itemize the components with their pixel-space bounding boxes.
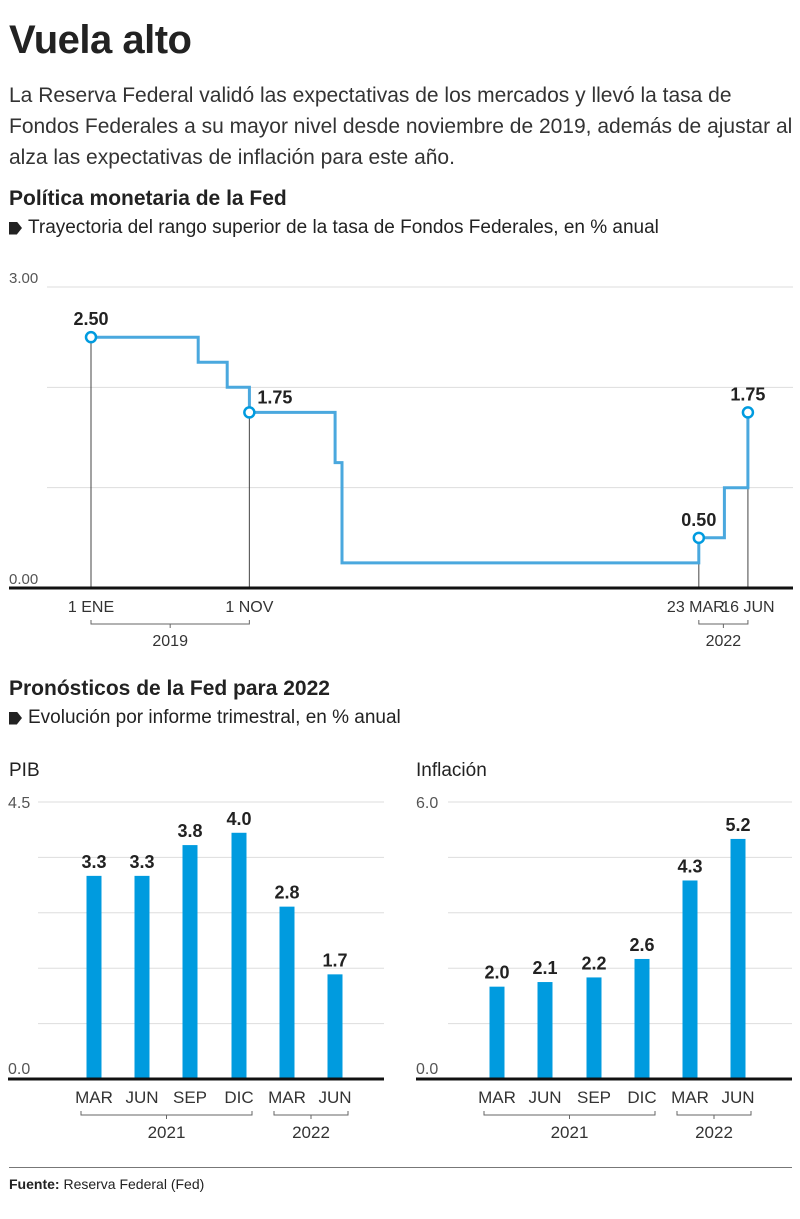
bar xyxy=(489,986,505,1079)
year-bracket xyxy=(273,1111,349,1119)
bar-value-label: 2.2 xyxy=(581,953,606,973)
x-tick-label: SEP xyxy=(577,1088,611,1107)
bar-value-label: 2.8 xyxy=(274,883,299,903)
bar-value-label: 3.3 xyxy=(129,852,154,872)
section-subtitle-monetary-policy: Trayectoria del rango superior de la tas… xyxy=(9,217,659,239)
year-label: 2021 xyxy=(148,1123,186,1142)
x-tick-label: JUN xyxy=(125,1088,158,1107)
data-point-marker xyxy=(84,330,98,344)
subtitle-text: Trayectoria del rango superior de la tas… xyxy=(28,217,659,238)
bar-value-label: 4.0 xyxy=(226,809,251,829)
bar xyxy=(682,880,698,1079)
pib-bar-chart: 4.5 0.0 3.3 MAR 3.3 JUN 3.8 SEP 4.0 DIC 2.8 MAR 1.7 J… xyxy=(8,795,384,1142)
data-label: 1.75 xyxy=(257,387,292,407)
source-label: Fuente: xyxy=(9,1176,60,1192)
bar-value-label: 5.2 xyxy=(725,815,750,835)
section-title-monetary-policy: Política monetaria de la Fed xyxy=(9,187,287,210)
year-label: 2022 xyxy=(292,1123,330,1142)
x-tick-label: MAR xyxy=(268,1088,306,1107)
year-bracket xyxy=(80,1111,253,1119)
inflation-chart-title: Inflación xyxy=(416,760,487,781)
pib-chart-title: PIB xyxy=(9,760,40,781)
x-tick-label: 1 NOV xyxy=(225,599,273,616)
footer-divider xyxy=(9,1167,792,1168)
year-label: 2019 xyxy=(152,633,188,650)
bar xyxy=(730,838,746,1079)
subtitle-text: Evolución por informe trimestral, en % a… xyxy=(28,707,401,728)
bar xyxy=(86,875,102,1079)
y-tick-label: 0.00 xyxy=(9,571,38,588)
data-point-marker xyxy=(243,406,256,419)
year-bracket xyxy=(698,620,749,628)
bar-value-label: 3.8 xyxy=(177,821,202,841)
section-title-forecasts: Pronósticos de la Fed para 2022 xyxy=(9,677,330,700)
bullet-icon xyxy=(9,221,22,235)
x-tick-label: 16 JUN xyxy=(721,599,774,616)
bar xyxy=(182,845,198,1079)
y-tick-label: 0.0 xyxy=(416,1061,438,1078)
data-point-marker xyxy=(692,531,706,545)
year-label: 2022 xyxy=(706,633,742,650)
y-tick-label: 3.00 xyxy=(9,270,38,287)
bar xyxy=(327,974,343,1079)
x-tick-label: MAR xyxy=(478,1088,516,1107)
x-tick-label: MAR xyxy=(671,1088,709,1107)
bar xyxy=(586,977,602,1079)
x-tick-label: 23 MAR xyxy=(667,599,725,616)
bar xyxy=(634,958,650,1079)
year-bracket xyxy=(90,620,250,628)
rate-series-line xyxy=(91,335,750,565)
bullet-icon xyxy=(9,711,22,725)
bar xyxy=(231,832,247,1079)
lede-paragraph: La Reserva Federal validó las expectativ… xyxy=(9,84,793,169)
year-bracket xyxy=(676,1111,752,1119)
data-label: 1.75 xyxy=(730,384,765,404)
year-label: 2022 xyxy=(695,1123,733,1142)
bar-value-label: 2.0 xyxy=(484,963,509,983)
x-tick-label: JUN xyxy=(721,1088,754,1107)
bar xyxy=(134,875,150,1079)
year-bracket xyxy=(483,1111,656,1119)
page-title: Vuela alto xyxy=(9,18,192,62)
bar xyxy=(279,906,295,1079)
x-tick-label: MAR xyxy=(75,1088,113,1107)
x-tick-label: JUN xyxy=(318,1088,351,1107)
fed-rate-step-chart: 3.00 0.00 2.50 1 ENE 1.75 1 NOV 0.50 23 MAR 1.75… xyxy=(9,270,793,650)
inflation-bar-chart: 6.0 0.0 2.0 MAR 2.1 JUN 2.2 SEP 2.6 DIC 4.3 MAR 5.2 J… xyxy=(416,795,792,1142)
bar-value-label: 4.3 xyxy=(677,856,702,876)
x-tick-label: DIC xyxy=(224,1088,253,1107)
bar-value-label: 2.6 xyxy=(629,935,654,955)
data-label: 0.50 xyxy=(681,510,716,530)
source-text: Reserva Federal (Fed) xyxy=(63,1176,205,1192)
year-label: 2021 xyxy=(551,1123,589,1142)
x-tick-label: SEP xyxy=(173,1088,207,1107)
x-tick-label: JUN xyxy=(528,1088,561,1107)
data-label: 2.50 xyxy=(73,309,108,329)
section-subtitle-forecasts: Evolución por informe trimestral, en % a… xyxy=(9,707,401,729)
bar-value-label: 3.3 xyxy=(81,852,106,872)
bar xyxy=(537,982,553,1079)
bar-value-label: 2.1 xyxy=(532,958,557,978)
data-point-marker xyxy=(741,406,755,419)
source-note: Fuente: Reserva Federal (Fed) xyxy=(9,1176,204,1192)
x-tick-label: 1 ENE xyxy=(68,599,114,616)
y-tick-label: 6.0 xyxy=(416,795,438,812)
y-tick-label: 4.5 xyxy=(8,795,30,812)
x-tick-label: DIC xyxy=(627,1088,656,1107)
y-tick-label: 0.0 xyxy=(8,1061,30,1078)
bar-value-label: 1.7 xyxy=(322,950,347,970)
